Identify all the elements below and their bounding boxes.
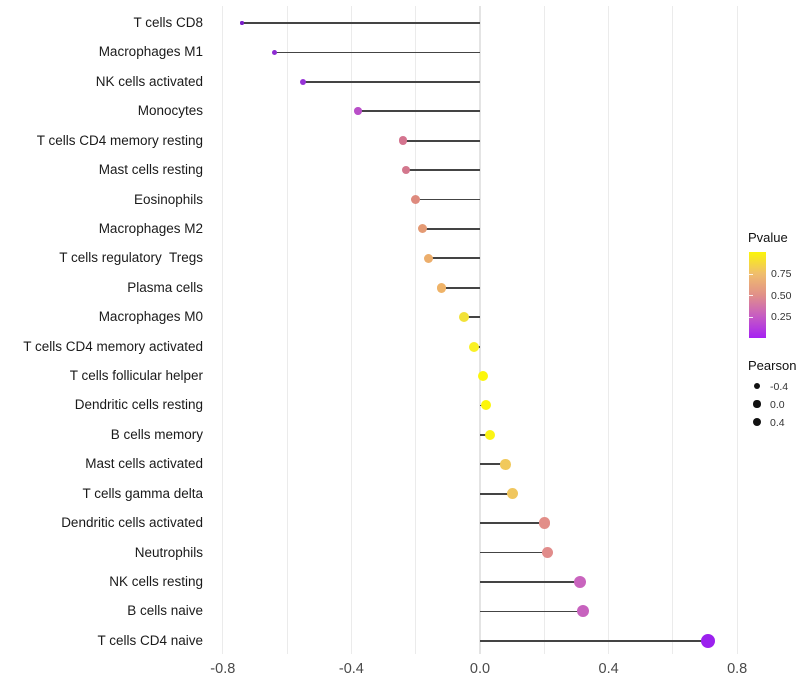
category-label: T cells gamma delta <box>82 485 203 501</box>
lollipop-point <box>271 49 277 55</box>
lollipop-stem <box>274 51 480 54</box>
gridline <box>222 6 224 654</box>
category-label: Dendritic cells activated <box>61 515 203 531</box>
pvalue-legend-title: Pvalue <box>748 230 788 245</box>
category-label: Macrophages M2 <box>98 220 203 236</box>
lollipop-stem <box>415 198 480 201</box>
lollipop-stem <box>480 610 583 613</box>
lollipop-stem <box>480 463 506 466</box>
lollipop-stem <box>422 228 480 230</box>
lollipop-point <box>500 459 511 470</box>
colorbar-tick-label: 0.25 <box>771 311 792 323</box>
lollipop-stem <box>463 316 480 319</box>
colorbar-tick <box>749 273 753 275</box>
category-label: T cells regulatory Tregs <box>59 250 203 266</box>
lollipop-stem <box>357 110 480 113</box>
lollipop-stem <box>402 139 480 142</box>
category-label: T cells follicular helper <box>69 368 203 384</box>
lollipop-point <box>401 165 411 175</box>
category-label: T cells CD4 naive <box>97 632 203 648</box>
x-tick-label: 0.4 <box>598 661 619 677</box>
category-label: Neutrophils <box>134 544 203 560</box>
lollipop-point <box>240 21 244 25</box>
lollipop-point <box>481 400 492 411</box>
category-label: B cells naive <box>127 603 203 619</box>
lollipop-point <box>423 253 434 264</box>
lollipop-stem <box>406 169 480 171</box>
gridline <box>479 6 481 654</box>
x-tick-label: 0.8 <box>727 661 748 677</box>
category-label: T cells CD8 <box>133 15 203 30</box>
lollipop-point <box>576 605 589 618</box>
lollipop-point <box>506 488 518 500</box>
colorbar-tick <box>749 316 753 318</box>
colorbar-tick-label: 0.75 <box>771 268 792 280</box>
gridline <box>736 6 738 654</box>
lollipop-point <box>354 107 362 116</box>
category-label: B cells memory <box>110 426 203 442</box>
lollipop-stem <box>480 492 513 495</box>
category-label: T cells CD4 memory resting <box>36 132 203 148</box>
gridline <box>608 6 610 654</box>
size-legend-label: -0.4 <box>770 380 789 393</box>
lollipop-point <box>411 195 421 205</box>
lollipop-stem <box>242 22 480 24</box>
lollipop-point <box>436 282 447 293</box>
category-label: NK cells resting <box>109 573 203 589</box>
gridline <box>350 6 352 654</box>
size-legend-dot <box>752 417 762 427</box>
category-label: Mast cells resting <box>98 162 203 178</box>
lollipop-stem <box>428 257 480 260</box>
x-tick-label: -0.8 <box>210 661 236 677</box>
lollipop-point <box>458 312 469 323</box>
category-label: Mast cells activated <box>85 456 203 472</box>
lollipop-point <box>478 371 489 382</box>
lollipop-point <box>300 78 307 85</box>
category-label: Macrophages M0 <box>98 309 203 325</box>
lollipop-point <box>538 517 550 529</box>
category-label: NK cells activated <box>95 73 203 89</box>
colorbar-tick <box>749 295 753 296</box>
lollipop-stem <box>480 581 580 583</box>
category-label: Macrophages M1 <box>98 44 203 60</box>
gridline <box>286 6 288 654</box>
lollipop-point <box>541 546 554 559</box>
gridline <box>672 6 674 654</box>
lollipop-point <box>573 575 586 588</box>
lollipop-stem <box>441 286 480 289</box>
lollipop-stem <box>480 551 548 554</box>
category-label: Plasma cells <box>127 279 203 295</box>
lollipop-stem <box>303 80 480 83</box>
category-label: Monocytes <box>137 103 203 119</box>
x-tick-label: -0.4 <box>338 661 364 677</box>
size-legend-dot <box>754 383 760 389</box>
lollipop-stem <box>480 639 709 642</box>
lollipop-stem <box>480 522 545 525</box>
size-legend-label: 0.4 <box>770 416 785 429</box>
lollipop-point <box>484 429 495 440</box>
lollipop-point <box>398 136 408 145</box>
size-legend-dot <box>753 400 761 408</box>
category-label: Dendritic cells resting <box>74 397 203 413</box>
lollipop-point <box>468 341 479 352</box>
category-label: T cells CD4 memory activated <box>23 338 203 354</box>
x-tick-label: 0.0 <box>469 661 491 677</box>
lollipop-point <box>417 224 427 234</box>
pvalue-colorbar-gradient <box>749 252 766 338</box>
gridline <box>543 6 545 654</box>
category-label: Eosinophils <box>133 191 203 207</box>
colorbar-tick-label: 0.50 <box>771 289 792 302</box>
pearson-legend-title: Pearson <box>748 358 797 373</box>
gridline <box>415 6 417 654</box>
lollipop-point <box>701 633 716 648</box>
size-legend-label: 0.0 <box>770 398 785 411</box>
